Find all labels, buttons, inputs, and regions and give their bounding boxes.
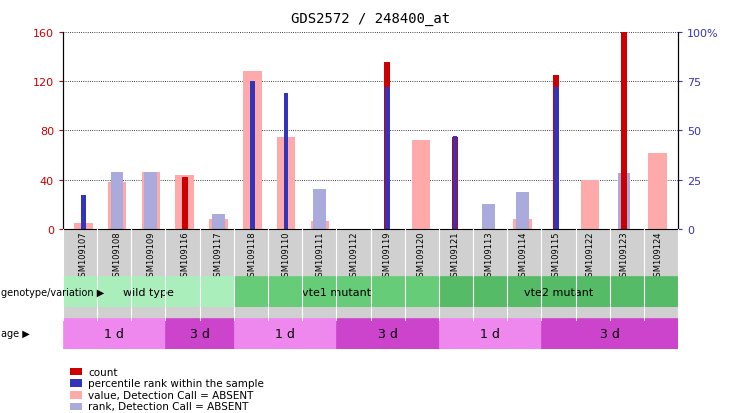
Text: 3 d: 3 d bbox=[190, 327, 210, 340]
Text: 3 d: 3 d bbox=[599, 327, 619, 340]
Text: 1 d: 1 d bbox=[104, 327, 124, 340]
Text: 1 d: 1 d bbox=[275, 327, 295, 340]
Text: genotype/variation ▶: genotype/variation ▶ bbox=[1, 287, 104, 297]
Bar bbox=[234, 277, 439, 308]
Bar bbox=[284, 94, 288, 229]
Bar bbox=[209, 219, 227, 229]
Text: 3 d: 3 d bbox=[378, 327, 397, 340]
Text: GDS2572 / 248400_at: GDS2572 / 248400_at bbox=[291, 12, 450, 26]
Bar bbox=[81, 196, 86, 229]
Bar bbox=[621, 33, 627, 229]
Bar bbox=[74, 223, 93, 229]
Bar bbox=[310, 222, 329, 229]
Bar bbox=[439, 277, 678, 308]
Bar bbox=[142, 173, 160, 229]
Bar bbox=[554, 88, 559, 229]
Text: value, Detection Call = ABSENT: value, Detection Call = ABSENT bbox=[88, 390, 253, 400]
Bar bbox=[516, 192, 529, 229]
Bar bbox=[165, 318, 234, 349]
Bar bbox=[336, 318, 439, 349]
Bar bbox=[648, 153, 667, 229]
Bar bbox=[243, 72, 262, 229]
Bar bbox=[581, 180, 599, 229]
Text: age ▶: age ▶ bbox=[1, 328, 30, 339]
Bar bbox=[250, 82, 255, 229]
Bar bbox=[276, 137, 296, 229]
Bar bbox=[63, 277, 234, 308]
Text: percentile rank within the sample: percentile rank within the sample bbox=[88, 378, 264, 388]
Bar bbox=[617, 174, 631, 229]
Text: vte1 mutant: vte1 mutant bbox=[302, 287, 371, 297]
Bar bbox=[234, 318, 336, 349]
Text: 1 d: 1 d bbox=[480, 327, 500, 340]
Bar bbox=[110, 173, 124, 229]
Text: wild type: wild type bbox=[123, 287, 174, 297]
Bar bbox=[144, 173, 157, 229]
Bar bbox=[313, 190, 326, 229]
Text: count: count bbox=[88, 367, 118, 377]
Bar bbox=[107, 183, 127, 229]
Bar bbox=[439, 318, 542, 349]
Bar bbox=[385, 62, 391, 229]
Bar bbox=[554, 76, 559, 229]
Bar bbox=[453, 137, 457, 229]
Text: vte2 mutant: vte2 mutant bbox=[524, 287, 593, 297]
Bar bbox=[452, 137, 458, 229]
Text: rank, Detection Call = ABSENT: rank, Detection Call = ABSENT bbox=[88, 401, 248, 411]
Bar bbox=[385, 88, 390, 229]
Bar bbox=[63, 318, 165, 349]
Bar bbox=[412, 141, 431, 229]
Bar bbox=[182, 178, 187, 229]
Bar bbox=[514, 219, 532, 229]
Bar bbox=[176, 175, 194, 229]
Bar bbox=[542, 318, 678, 349]
Bar bbox=[212, 214, 225, 229]
Bar bbox=[482, 205, 495, 229]
